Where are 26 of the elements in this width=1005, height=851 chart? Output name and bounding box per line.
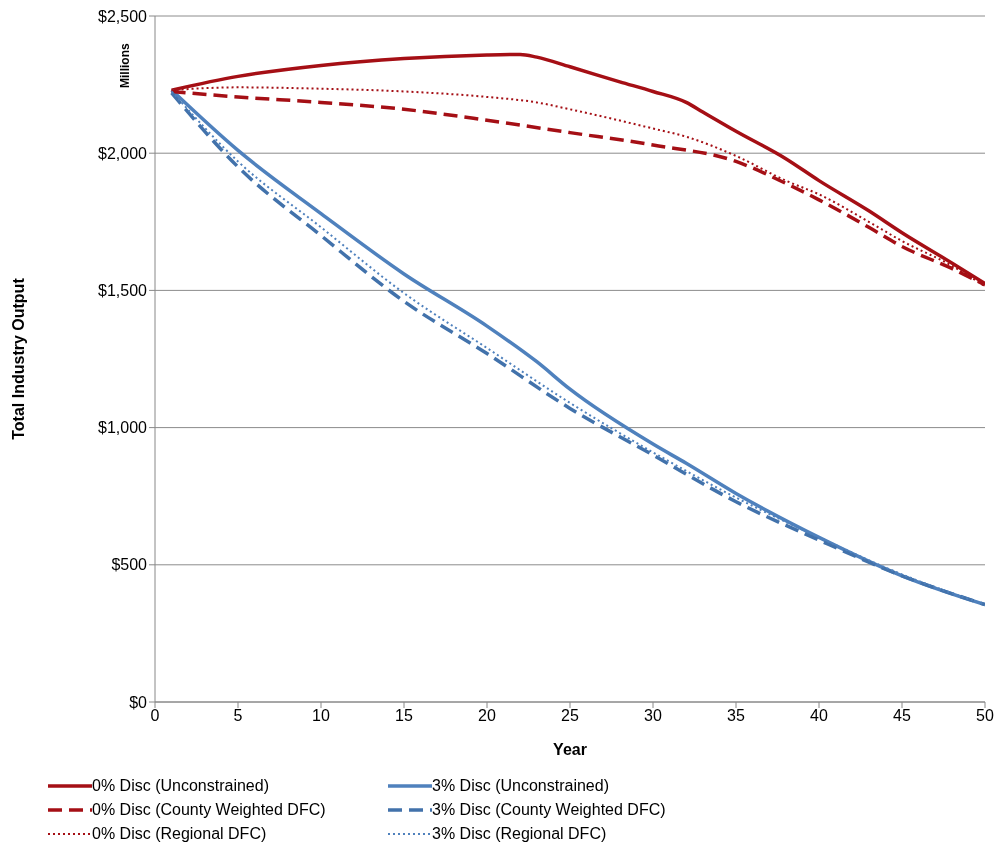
y-tick-label: $1,500 [98,282,148,300]
x-tick-label: 30 [644,707,662,725]
legend-label: 3% Disc (County Weighted DFC) [432,801,666,819]
text: Millions [118,43,132,88]
x-tick-label: 20 [478,707,496,725]
x-tick-label: 40 [810,707,828,725]
y-tick-label: $500 [111,556,148,574]
x-tick-label: 25 [561,707,579,725]
x-tick-label: 10 [312,707,330,725]
legend-label: 3% Disc (Regional DFC) [432,825,607,843]
x-axis-title: Year [553,741,587,758]
x-tick-label: 50 [976,707,994,725]
legend-label: 0% Disc (Unconstrained) [92,777,269,795]
x-tick-label: 5 [233,707,243,725]
y-axis-title: Total Industry Output [9,277,27,440]
legend-label: 3% Disc (Unconstrained) [432,777,609,795]
x-tick-label: 45 [893,707,911,725]
y-tick-label: $0 [129,693,148,711]
y-tick-label: $1,000 [98,419,148,437]
y-tick-label: $2,500 [98,7,148,25]
legend-label: 0% Disc (County Weighted DFC) [92,801,326,819]
x-tick-label: 15 [395,707,413,725]
legend-label: 0% Disc (Regional DFC) [92,825,267,843]
y-tick-label: $2,000 [98,144,148,162]
x-tick-label: 35 [727,707,745,725]
x-tick-label: 0 [150,707,160,725]
